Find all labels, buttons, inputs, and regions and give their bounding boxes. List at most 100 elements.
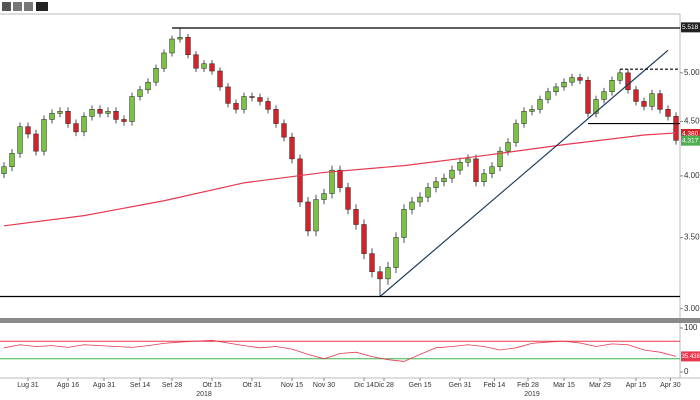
candle-body (529, 109, 535, 112)
candle-body (641, 101, 647, 107)
price-box (681, 128, 700, 139)
candle-body (281, 123, 287, 138)
x-tick-label: Set 28 (162, 382, 182, 389)
candle-body (65, 111, 71, 124)
candle-body (569, 77, 575, 83)
candle-body (369, 253, 375, 272)
price-box (681, 135, 700, 146)
candle-body (465, 158, 471, 163)
candle-body (113, 111, 119, 120)
x-tick-label: Apr 15 (626, 382, 647, 389)
candle-body (417, 196, 423, 203)
x-tick-label: Ago 31 (93, 382, 115, 389)
x-tick-label: Nov 15 (281, 382, 303, 389)
candle-body (233, 103, 239, 110)
candle-body (385, 267, 391, 280)
overlay-line (3, 132, 677, 227)
candle-body (137, 89, 143, 97)
toolbar (2, 2, 48, 11)
candle-body (457, 161, 463, 171)
candle-body (481, 173, 487, 182)
candle-body (601, 91, 607, 100)
candle-body (153, 68, 159, 83)
rsi-line (3, 339, 677, 362)
candle-body (409, 201, 415, 210)
candle-body (57, 111, 63, 114)
x-tick-label: Lug 31 (17, 382, 39, 389)
x-tick-label: Mar 29 (589, 382, 611, 389)
rsi-tick-label: 0 (684, 367, 689, 376)
rsi-value-box (681, 351, 700, 362)
x-tick-label: Dic 14 (354, 382, 374, 389)
candle-body (193, 54, 199, 69)
candle-body (449, 169, 455, 179)
candle-body (145, 81, 151, 91)
tool-icon[interactable] (2, 2, 11, 11)
tool-icon[interactable] (24, 2, 33, 11)
candle-body (17, 126, 23, 154)
candle-body (225, 86, 231, 104)
x-tick-label: Ott 15 (202, 382, 221, 389)
candle-body (257, 97, 263, 102)
year-label: 2019 (524, 391, 540, 398)
candle-body (617, 72, 623, 81)
candle-body (353, 209, 359, 225)
candle-body (513, 123, 519, 143)
candle-body (105, 111, 111, 114)
candle-body (289, 136, 295, 160)
tool-icon[interactable] (36, 2, 48, 11)
x-tick-label: Set 14 (130, 382, 150, 389)
candle-body (441, 177, 447, 182)
candle-body (361, 224, 367, 254)
rsi-value-label: 35.438 (682, 354, 700, 360)
candle-body (129, 96, 135, 122)
candle-body (249, 96, 255, 98)
candle-body (209, 63, 215, 72)
candle-body (393, 237, 399, 268)
candle-body (665, 109, 671, 117)
candle-body (497, 150, 503, 167)
candle-body (305, 201, 311, 232)
candle-body (473, 158, 479, 182)
candle-body (169, 38, 175, 54)
y-tick-label: 5.00 (684, 68, 700, 77)
price-box (681, 22, 700, 33)
x-tick-label: Mar 15 (553, 382, 575, 389)
candle-body (321, 193, 327, 200)
candle-body (177, 37, 183, 40)
candle-body (337, 169, 343, 188)
candle-body (377, 271, 383, 280)
candle-body (329, 169, 335, 194)
candle-body (657, 93, 663, 110)
candle-body (649, 93, 655, 107)
candle-body (89, 109, 95, 117)
candle-body (273, 109, 279, 124)
candle-body (185, 37, 191, 56)
candle-body (633, 89, 639, 102)
candle-body (553, 86, 559, 92)
candle-body (433, 181, 439, 188)
y-tick-label: 3.50 (684, 233, 700, 242)
x-tick-label: Gen 31 (449, 382, 472, 389)
candle-body (265, 101, 271, 110)
candle-body (577, 77, 583, 81)
tool-icon[interactable] (13, 2, 22, 11)
price-box-label: 5.518 (682, 24, 699, 31)
candle-body (545, 91, 551, 100)
candle-body (609, 80, 615, 92)
candle-body (489, 166, 495, 174)
candle-body (33, 133, 39, 152)
candle-body (1, 166, 7, 174)
candle-body (25, 126, 31, 135)
candle-body (313, 199, 319, 232)
candle-body (201, 63, 207, 69)
candle-body (561, 81, 567, 88)
candle-body (49, 113, 55, 120)
rsi-tick-label: 100 (684, 323, 698, 332)
candle-body (625, 72, 631, 91)
candle-body (593, 99, 599, 114)
candle-body (241, 96, 247, 110)
y-tick-label: 3.00 (684, 304, 700, 313)
